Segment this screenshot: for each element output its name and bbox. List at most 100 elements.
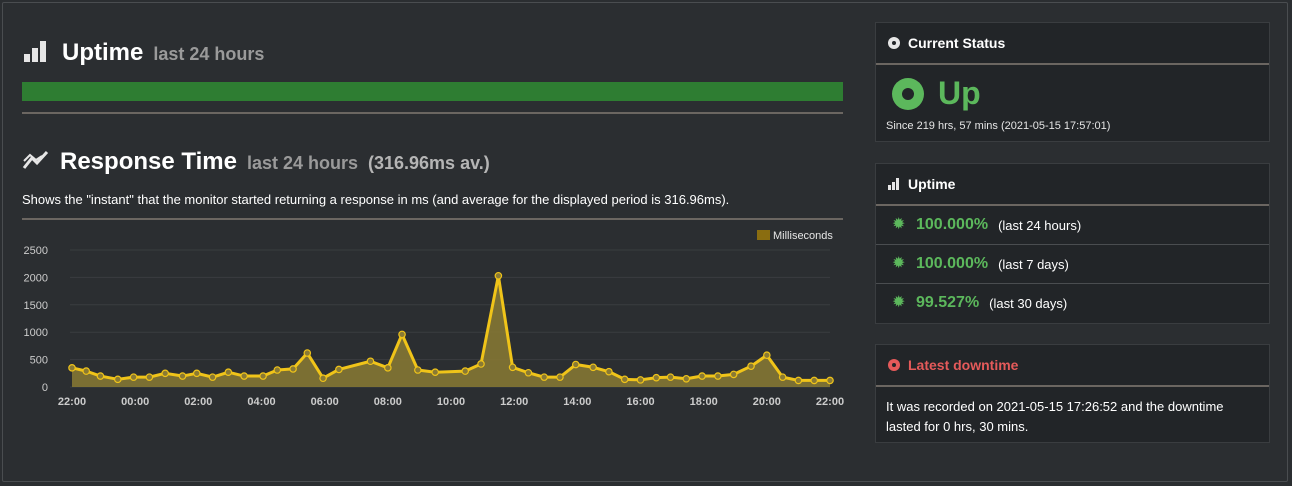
uptime-percent: 99.527% [916,294,980,311]
y-tick-label: 0 [42,382,48,394]
uptime-period: (last 7 days) [998,256,1069,272]
data-point [335,365,343,374]
data-point [273,366,282,374]
data-point [178,372,187,380]
data-point [461,367,470,375]
latest-downtime-panel: Latest downtime It was recorded on 2021-… [875,344,1270,443]
uptime-row: ✹ 100.000% (last 24 hours) [876,206,1269,245]
data-point [208,373,217,381]
data-point [508,363,517,372]
y-tick-label: 2000 [24,272,48,284]
data-point [494,271,503,280]
y-tick-label: 500 [30,355,48,367]
data-point [414,366,422,374]
uptime-panel-title: Uptime [908,176,956,192]
status-up-icon [892,77,924,110]
data-point [620,375,629,384]
x-tick-label: 06:00 [311,396,339,408]
data-point [666,373,675,381]
data-point [540,373,548,381]
x-tick-label: 16:00 [626,396,654,408]
status-text: Up [938,75,981,111]
data-point [826,376,834,385]
data-point [145,373,154,381]
bar-chart-icon [22,40,48,62]
response-description: Shows the "instant" that the monitor sta… [22,192,730,207]
data-point [68,364,76,372]
uptime-period: (last 24 hours) [998,217,1082,233]
response-title: Response Time [60,148,237,175]
divider [22,218,843,220]
x-tick-label: 00:00 [121,396,149,408]
x-tick-label: 22:00 [58,396,86,408]
x-tick-label: 22:00 [816,396,844,408]
dot-circle-icon [888,359,900,371]
data-point [259,372,267,380]
x-tick-label: 04:00 [247,396,275,408]
y-tick-label: 1500 [24,300,48,312]
data-point [129,373,138,381]
y-tick-label: 2500 [24,245,48,257]
data-point [556,373,564,381]
x-tick-label: 10:00 [437,396,465,408]
data-point [192,369,201,378]
data-point [96,372,105,380]
uptime-row: ✹ 99.527% (last 30 days) [876,284,1269,322]
current-status-header: Current Status [876,23,1269,65]
data-point [636,376,645,384]
data-point [698,372,706,380]
x-tick-label: 14:00 [563,396,591,408]
data-point [763,351,771,360]
data-point [524,368,533,377]
data-point [384,364,392,372]
check-badge-icon: ✹ [892,216,906,233]
data-point [747,362,755,370]
data-point [810,376,819,385]
data-point [113,375,122,384]
uptime-percent: 100.000% [916,216,989,233]
data-point [714,372,722,380]
x-tick-label: 20:00 [753,396,781,408]
current-status-title: Current Status [908,35,1006,51]
check-badge-icon: ✹ [892,294,906,311]
x-tick-label: 12:00 [500,396,528,408]
latest-downtime-title: Latest downtime [908,357,1019,373]
series-area [72,275,830,387]
uptime-period: (last 30 days) [989,295,1068,311]
latest-downtime-text: It was recorded on 2021-05-15 17:26:52 a… [886,399,1224,434]
latest-downtime-header: Latest downtime [876,345,1269,387]
uptime-subtitle: last 24 hours [153,44,265,64]
data-point [794,376,803,385]
x-tick-label: 18:00 [690,396,718,408]
data-point [366,357,375,366]
x-tick-label: 08:00 [374,396,402,408]
data-point [398,330,406,339]
data-point [224,368,233,377]
data-point [605,367,613,376]
bar-chart-icon [888,178,900,190]
uptime-panel: Uptime ✹ 100.000% (last 24 hours) ✹ 100.… [875,163,1270,324]
uptime-heading: Uptime last 24 hours [22,38,264,67]
line-chart-icon [22,150,49,169]
uptime-percent: 100.000% [916,255,989,272]
data-point [303,349,312,357]
chart-svg: 0 500 1000 1500 2000 2500 22:00 00:00 02:00 04:00… [24,230,844,408]
uptime-row: ✹ 100.000% (last 7 days) [876,245,1269,284]
response-subtitle: last 24 hours [246,153,358,173]
legend-label: Milliseconds [773,230,833,242]
response-average: (316.96ms av.) [368,153,490,173]
check-badge-icon: ✹ [892,255,906,272]
response-time-chart: 0 500 1000 1500 2000 2500 22:00 00:00 02:00 04:00… [22,222,844,418]
uptime-title: Uptime [62,39,144,66]
data-point [778,373,787,381]
series-line [71,274,830,382]
data-point [161,369,169,378]
data-point [589,363,597,372]
divider [22,112,843,114]
status-since: Since 219 hrs, 57 mins (2021-05-15 17:57… [886,120,1111,132]
data-point [431,368,440,377]
data-point [319,374,327,383]
data-point [289,365,297,373]
current-status-panel: Current Status Up Since 219 hrs, 57 mins… [875,22,1270,142]
